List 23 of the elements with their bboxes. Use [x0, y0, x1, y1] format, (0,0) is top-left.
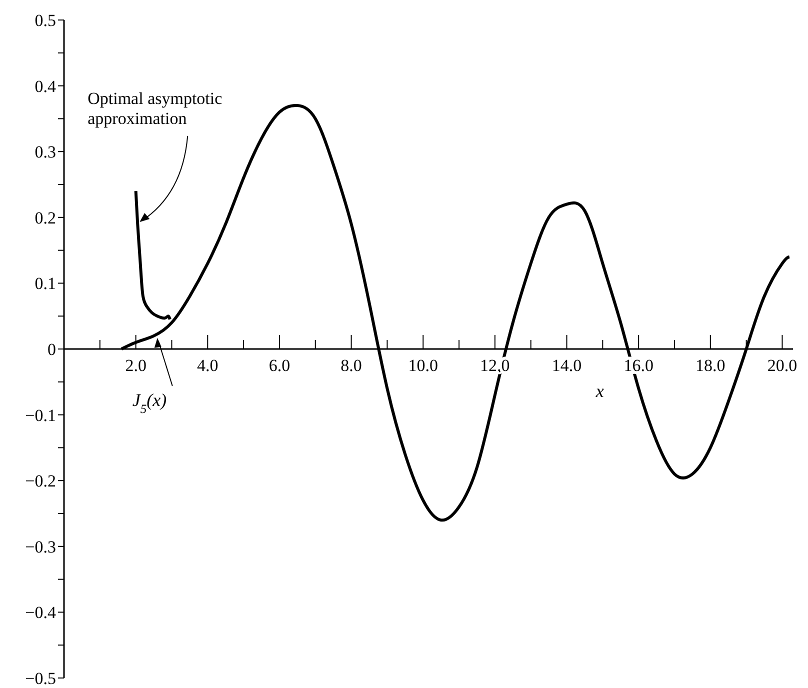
y-tick-label: −0.2: [25, 472, 56, 491]
x-tick-label: 4.0: [197, 356, 218, 375]
y-tick-label: 0.4: [34, 76, 56, 96]
x-axis-title: x: [594, 381, 604, 401]
y-tick-label: 0.2: [34, 208, 56, 228]
x-tick-label: 8.0: [340, 356, 362, 375]
x-tick-label: 18.0: [696, 356, 726, 375]
x-tick-label: 6.0: [268, 356, 290, 375]
y-tick-label: 0: [48, 340, 56, 360]
y-tick-label: 0.3: [34, 142, 56, 162]
x-tick-label: 14.0: [552, 356, 582, 375]
annotation: J$_{5}$(x): [132, 390, 167, 416]
line-series: [134, 190, 172, 321]
annotation: Optimal asymptotic approximation: [88, 88, 223, 128]
y-tick-label: −0.1: [25, 406, 56, 425]
x-tick-label: 20.0: [767, 356, 798, 375]
y-tick-label: −0.3: [25, 537, 56, 556]
y-tick-label: 0.5: [34, 11, 56, 30]
y-tick-label: −0.4: [25, 603, 56, 622]
x-tick-label: 2.0: [125, 356, 146, 375]
y-tick-label: −0.5: [25, 669, 56, 688]
y-tick-label: 0.1: [34, 274, 56, 294]
x-tick-label: 10.0: [408, 356, 438, 375]
